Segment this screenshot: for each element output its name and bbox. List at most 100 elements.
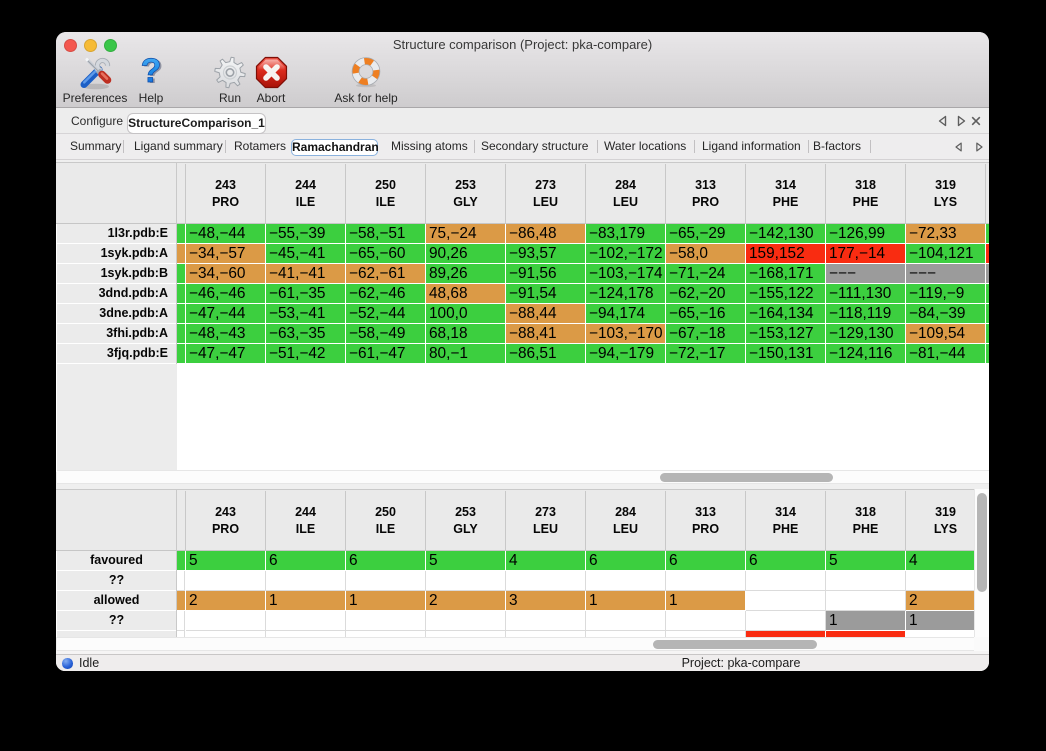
subtab-secondary-structure[interactable]: Secondary structure bbox=[481, 139, 589, 153]
table-cell-empty[interactable] bbox=[746, 591, 826, 611]
row-header[interactable]: 3dne.pdb:A bbox=[57, 304, 176, 323]
table-cell[interactable]: −83,179 bbox=[586, 224, 665, 243]
table-cell[interactable]: −88,44 bbox=[506, 304, 585, 323]
column-header[interactable]: 273 LEU bbox=[506, 504, 585, 538]
table-cell-empty[interactable] bbox=[426, 571, 506, 591]
minimize-window-button[interactable] bbox=[83, 38, 97, 52]
column-header[interactable]: 313 PRO bbox=[666, 504, 745, 538]
close-tab-icon[interactable] bbox=[969, 114, 983, 128]
table-cell[interactable]: 90,26 bbox=[426, 244, 505, 263]
subtab-previous-arrow-icon[interactable] bbox=[953, 141, 967, 155]
table-cell[interactable]: −155,122 bbox=[746, 284, 825, 303]
table-cell[interactable]: −48,−43 bbox=[186, 324, 265, 343]
table-cell[interactable]: −52,−44 bbox=[346, 304, 425, 323]
table-cell[interactable]: 1 bbox=[346, 591, 425, 610]
table-cell-empty[interactable] bbox=[266, 631, 346, 637]
table-cell[interactable]: −86,48 bbox=[506, 224, 585, 243]
table-cell[interactable]: −124,116 bbox=[826, 344, 905, 363]
table-cell[interactable]: −61,−47 bbox=[346, 344, 425, 363]
table-cell-empty[interactable] bbox=[266, 571, 346, 591]
column-header[interactable]: 284 LEU bbox=[586, 177, 665, 211]
table-cell[interactable]: −65,−16 bbox=[666, 304, 745, 323]
row-header[interactable]: 1syk.pdb:B bbox=[57, 264, 176, 283]
table-cell[interactable]: 1 bbox=[586, 591, 665, 610]
table-cell[interactable]: −126,99 bbox=[826, 224, 905, 243]
table-cell[interactable] bbox=[826, 631, 905, 637]
table-cell[interactable]: 6 bbox=[666, 551, 745, 570]
abort-button[interactable]: Abort bbox=[237, 55, 305, 105]
table-cell-empty[interactable] bbox=[426, 631, 506, 637]
column-header[interactable]: 319 LYS bbox=[906, 177, 985, 211]
table-cell[interactable]: −104,121 bbox=[906, 244, 985, 263]
table-cell[interactable]: −86,51 bbox=[506, 344, 585, 363]
table-cell[interactable]: −48,−44 bbox=[186, 224, 265, 243]
table-cell[interactable]: −88,41 bbox=[506, 324, 585, 343]
table-cell[interactable]: −65,−60 bbox=[346, 244, 425, 263]
table-cell-empty[interactable] bbox=[426, 611, 506, 631]
row-header[interactable]: favoured bbox=[57, 551, 176, 570]
column-header[interactable]: 250 ILE bbox=[346, 504, 425, 538]
table-cell[interactable]: 5 bbox=[826, 551, 905, 570]
column-header[interactable]: 318 PHE bbox=[826, 177, 905, 211]
table-cell[interactable]: 2 bbox=[426, 591, 505, 610]
row-header[interactable]: 1l3r.pdb:E bbox=[57, 224, 176, 243]
table-cell[interactable]: −62,−46 bbox=[346, 284, 425, 303]
summary-vscroll-thumb[interactable] bbox=[977, 493, 987, 592]
table-cell[interactable]: −−− bbox=[906, 264, 985, 283]
table-cell[interactable]: −63,−35 bbox=[266, 324, 345, 343]
summary-hscroll-thumb[interactable] bbox=[653, 639, 817, 649]
table-cell[interactable]: −103,−170 bbox=[586, 324, 665, 343]
table-cell[interactable]: −62,−61 bbox=[346, 264, 425, 283]
table-cell[interactable]: 68,18 bbox=[426, 324, 505, 343]
table-cell-empty[interactable] bbox=[186, 611, 266, 631]
table-cell[interactable]: 89,26 bbox=[426, 264, 505, 283]
table-cell[interactable]: −91,54 bbox=[506, 284, 585, 303]
table-cell[interactable]: −103,−174 bbox=[586, 264, 665, 283]
column-header[interactable]: 313 PRO bbox=[666, 177, 745, 211]
table-cell-empty[interactable] bbox=[266, 611, 346, 631]
table-cell[interactable]: 6 bbox=[266, 551, 345, 570]
tab-structurecomparison-1[interactable]: StructureComparison_1 bbox=[127, 113, 266, 134]
summary-table-vertical-scrollbar[interactable] bbox=[974, 489, 989, 651]
table-cell[interactable]: 80,−1 bbox=[426, 344, 505, 363]
column-header[interactable]: 318 PHE bbox=[826, 504, 905, 538]
subtab-summary[interactable]: Summary bbox=[70, 139, 122, 153]
zoom-window-button[interactable] bbox=[104, 38, 117, 52]
table-cell-empty[interactable] bbox=[666, 571, 746, 591]
table-cell-empty[interactable] bbox=[346, 631, 426, 637]
table-cell-empty[interactable] bbox=[746, 611, 826, 631]
detail-hscroll-thumb[interactable] bbox=[660, 472, 833, 482]
row-header[interactable]: 3fhi.pdb:A bbox=[57, 324, 176, 343]
ask-for-help-button[interactable]: Ask for help bbox=[332, 55, 400, 105]
table-cell[interactable]: 100,0 bbox=[426, 304, 505, 323]
table-cell[interactable]: −164,134 bbox=[746, 304, 825, 323]
table-cell-empty[interactable] bbox=[666, 631, 746, 637]
table-cell[interactable]: −142,130 bbox=[746, 224, 825, 243]
table-cell[interactable]: −124,178 bbox=[586, 284, 665, 303]
column-header[interactable]: 314 PHE bbox=[746, 504, 825, 538]
table-cell-empty[interactable] bbox=[666, 611, 746, 631]
ramachandran-summary-table[interactable]: 243 PRO 244 ILE 250 ILE 253 GLY 273 LEU 284 LEU 313 P… bbox=[56, 489, 974, 637]
next-tab-arrow-icon[interactable] bbox=[954, 114, 968, 128]
table-cell[interactable]: 5 bbox=[186, 551, 265, 570]
table-cell-empty[interactable] bbox=[586, 611, 666, 631]
table-cell-empty[interactable] bbox=[506, 571, 586, 591]
column-header[interactable]: 253 GLY bbox=[426, 504, 505, 538]
row-header[interactable]: allowed bbox=[57, 591, 176, 610]
table-cell[interactable]: −109,54 bbox=[906, 324, 985, 343]
table-cell[interactable]: 6 bbox=[746, 551, 825, 570]
table-cell[interactable]: −34,−60 bbox=[186, 264, 265, 283]
column-header[interactable]: 243 PRO bbox=[186, 177, 265, 211]
table-cell-empty[interactable] bbox=[746, 571, 826, 591]
table-cell[interactable]: −34,−57 bbox=[186, 244, 265, 263]
table-cell[interactable]: 5 bbox=[426, 551, 505, 570]
table-cell-empty[interactable] bbox=[186, 631, 266, 637]
subtab-next-arrow-icon[interactable] bbox=[973, 141, 987, 155]
table-cell[interactable]: −94,174 bbox=[586, 304, 665, 323]
table-cell-empty[interactable] bbox=[826, 591, 906, 611]
table-cell[interactable]: −81,−44 bbox=[906, 344, 985, 363]
table-cell[interactable]: −53,−41 bbox=[266, 304, 345, 323]
column-header[interactable]: 273 LEU bbox=[506, 177, 585, 211]
column-header[interactable]: 314 PHE bbox=[746, 177, 825, 211]
table-cell-empty[interactable] bbox=[586, 631, 666, 637]
